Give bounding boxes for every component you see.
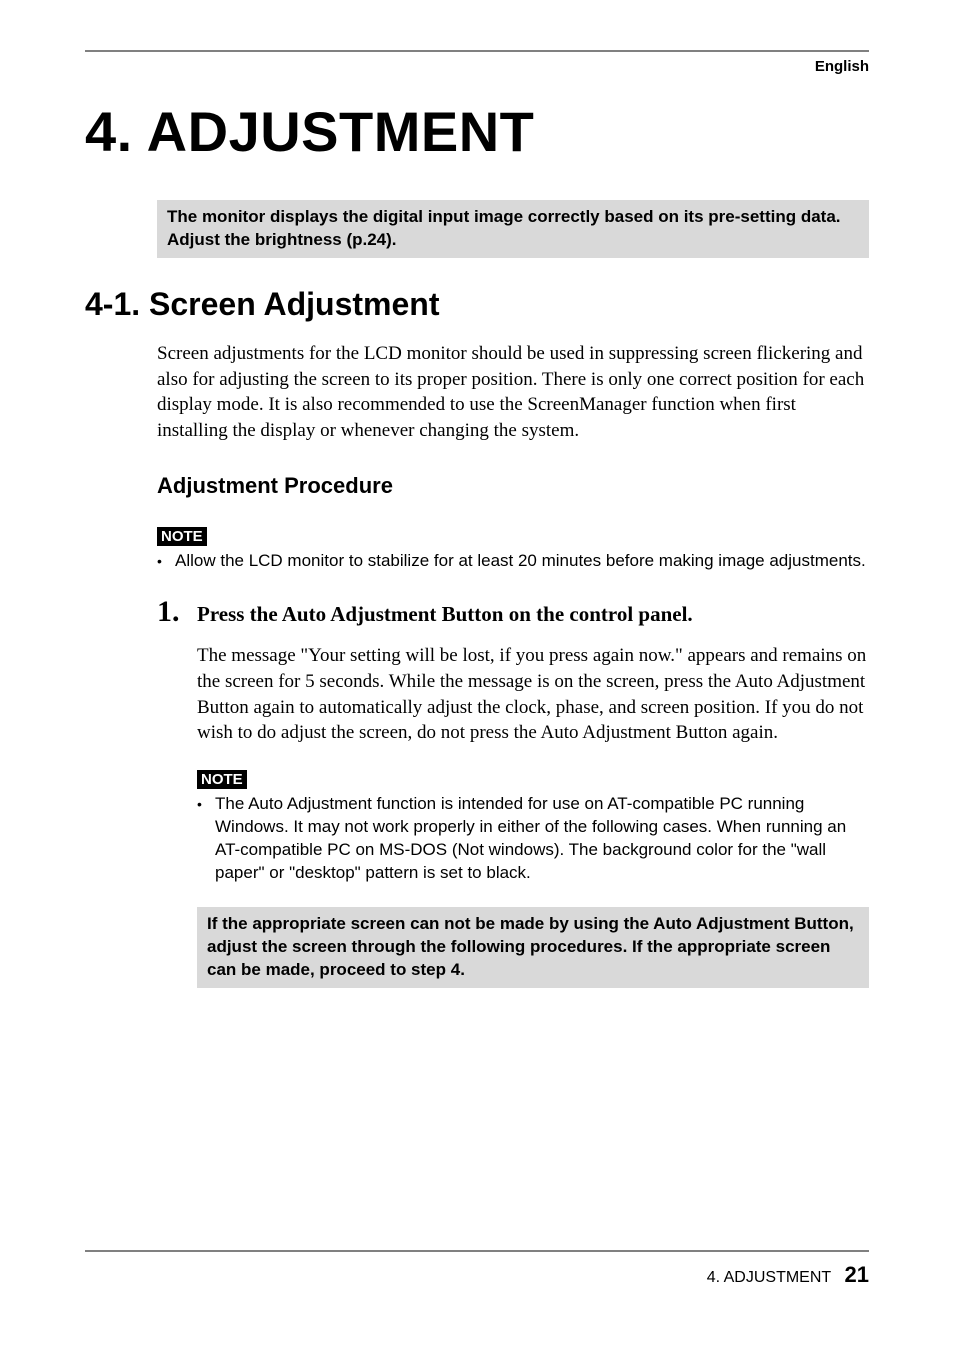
- section-heading: 4-1. Screen Adjustment: [85, 286, 869, 323]
- note-bullet-text: The Auto Adjustment function is intended…: [215, 793, 869, 885]
- footer-text: 4. ADJUSTMENT 21: [85, 1262, 869, 1288]
- note-bullet-text: Allow the LCD monitor to stabilize for a…: [175, 550, 869, 573]
- footer-section: 4. ADJUSTMENT: [707, 1269, 831, 1286]
- procedure-heading: Adjustment Procedure: [157, 473, 869, 499]
- page-title: 4. ADJUSTMENT: [85, 99, 869, 164]
- step-number: 1.: [157, 595, 197, 629]
- note-label: NOTE: [197, 770, 247, 789]
- note-bullet-row: • The Auto Adjustment function is intend…: [197, 793, 869, 885]
- language-label: English: [85, 58, 869, 75]
- post-callout: If the appropriate screen can not be mad…: [197, 907, 869, 988]
- note-label: NOTE: [157, 527, 207, 546]
- footer-rule: [85, 1250, 869, 1252]
- note-block-1: NOTE • Allow the LCD monitor to stabiliz…: [157, 527, 869, 573]
- page-number: 21: [845, 1262, 869, 1287]
- page-footer: 4. ADJUSTMENT 21: [85, 1250, 869, 1288]
- note-bullet-row: • Allow the LCD monitor to stabilize for…: [157, 550, 869, 573]
- bullet-icon: •: [197, 793, 215, 885]
- intro-callout: The monitor displays the digital input i…: [157, 200, 869, 258]
- top-rule: [85, 50, 869, 52]
- step-1-header: 1. Press the Auto Adjustment Button on t…: [157, 595, 869, 629]
- section-body: Screen adjustments for the LCD monitor s…: [157, 341, 869, 444]
- note-block-2: NOTE • The Auto Adjustment function is i…: [197, 770, 869, 885]
- step-title: Press the Auto Adjustment Button on the …: [197, 602, 693, 627]
- step-1-body: The message "Your setting will be lost, …: [197, 643, 869, 746]
- bullet-icon: •: [157, 550, 175, 573]
